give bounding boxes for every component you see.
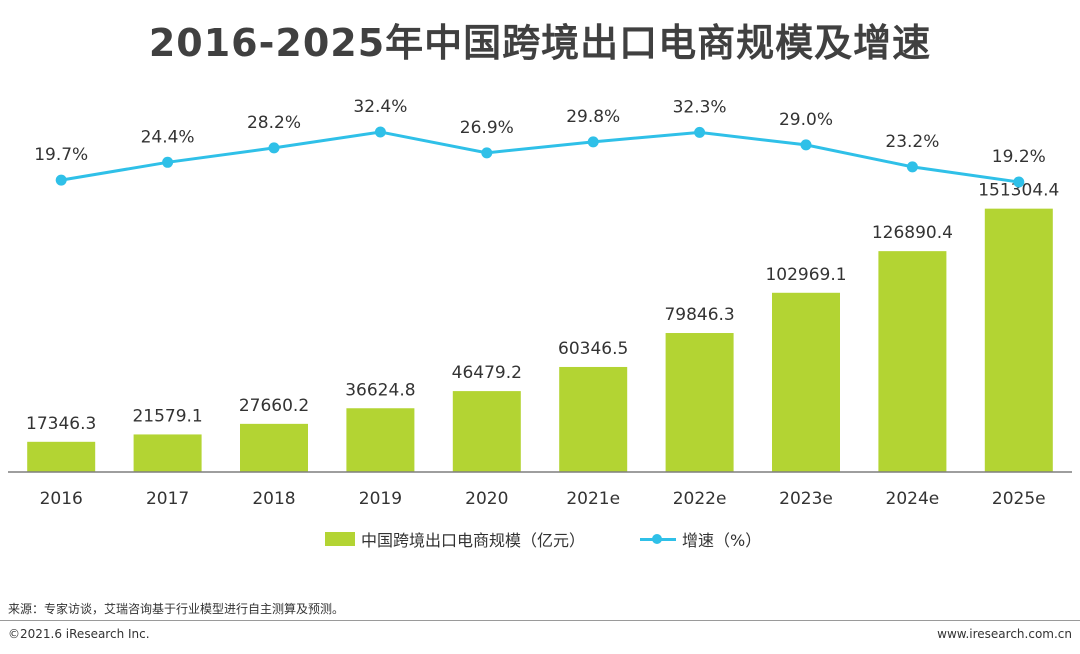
- bar-label-2017: 21579.1: [132, 406, 202, 426]
- x-tick-label-2022e: 2022e: [673, 489, 727, 509]
- source-note: 来源：专家访谈，艾瑞咨询基于行业模型进行自主测算及预测。: [8, 602, 345, 616]
- bar-label-2018: 27660.2: [239, 396, 309, 416]
- bar-2016: [27, 441, 96, 472]
- bar-label-2024e: 126890.4: [872, 223, 953, 243]
- bar-label-2022e: 79846.3: [664, 305, 734, 325]
- footer-divider: [0, 620, 1080, 621]
- growth-point-2023e: [800, 139, 812, 151]
- growth-point-2018: [268, 142, 280, 154]
- website-link[interactable]: www.iresearch.com.cn: [937, 627, 1072, 641]
- bar-2017: [133, 434, 202, 472]
- x-tick-label-2024e: 2024e: [886, 489, 940, 509]
- legend-line-swatch: [640, 532, 676, 546]
- growth-label-2017: 24.4%: [141, 127, 195, 147]
- growth-point-2022e: [694, 126, 706, 138]
- growth-point-2021e: [587, 136, 599, 148]
- bar-2023e: [772, 292, 840, 472]
- legend: 中国跨境出口电商规模（亿元） 增速（%）: [0, 526, 1080, 552]
- bar-2021e: [559, 366, 628, 472]
- legend-label-growth: 增速（%）: [682, 531, 762, 550]
- growth-point-2019: [374, 126, 386, 138]
- x-tick-label-2017: 2017: [146, 489, 189, 509]
- bar-2020: [452, 391, 521, 472]
- x-tick-label-2025e: 2025e: [992, 489, 1046, 509]
- copyright: ©2021.6 iResearch Inc.: [8, 627, 150, 641]
- chart-title: 2016-2025年中国跨境出口电商规模及增速: [148, 21, 932, 65]
- legend-label-scale: 中国跨境出口电商规模（亿元）: [361, 531, 586, 550]
- growth-label-2021e: 29.8%: [566, 107, 620, 127]
- x-tick-label-2018: 2018: [252, 489, 295, 509]
- bar-2018: [240, 423, 308, 472]
- growth-label-2023e: 29.0%: [779, 110, 833, 130]
- bar-2024e: [878, 251, 947, 472]
- bar-label-2021e: 60346.5: [558, 339, 628, 359]
- growth-point-2025e: [1013, 176, 1025, 188]
- bar-2019: [346, 408, 415, 472]
- bar-2025e: [984, 208, 1053, 472]
- legend-item-growth: 增速（%）: [640, 526, 761, 552]
- legend-bar-swatch: [325, 532, 355, 546]
- bar-label-2020: 46479.2: [452, 363, 522, 383]
- bar-label-2019: 36624.8: [345, 380, 415, 400]
- bar-2022e: [665, 333, 734, 472]
- growth-line: [60, 130, 1020, 184]
- x-tick-label-2021e: 2021e: [566, 489, 620, 509]
- growth-point-2024e: [906, 161, 918, 173]
- x-tick-label-2023e: 2023e: [779, 489, 833, 509]
- x-tick-label-2020: 2020: [465, 489, 508, 509]
- growth-label-2018: 28.2%: [247, 113, 301, 133]
- growth-label-2024e: 23.2%: [885, 132, 939, 152]
- growth-label-2019: 32.4%: [353, 97, 407, 117]
- growth-label-2022e: 32.3%: [673, 97, 727, 117]
- growth-point-2020: [481, 147, 493, 159]
- growth-point-2016: [55, 174, 67, 186]
- bar-label-2023e: 102969.1: [765, 265, 846, 285]
- growth-point-2017: [162, 156, 174, 168]
- chart-area: 17346.3 2016 21579.1 2017 27660.2 2018 36624.8…: [8, 97, 1072, 509]
- bar-label-2016: 17346.3: [26, 414, 96, 434]
- legend-item-scale: 中国跨境出口电商规模（亿元）: [325, 526, 585, 552]
- legend-dot-icon: [652, 534, 662, 544]
- growth-label-2020: 26.9%: [460, 118, 514, 138]
- growth-label-2025e: 19.2%: [992, 147, 1046, 167]
- bar-label-2025e: 151304.4: [978, 181, 1059, 201]
- x-tick-label-2019: 2019: [359, 489, 402, 509]
- x-tick-label-2016: 2016: [40, 489, 83, 509]
- growth-label-2016: 19.7%: [34, 145, 88, 165]
